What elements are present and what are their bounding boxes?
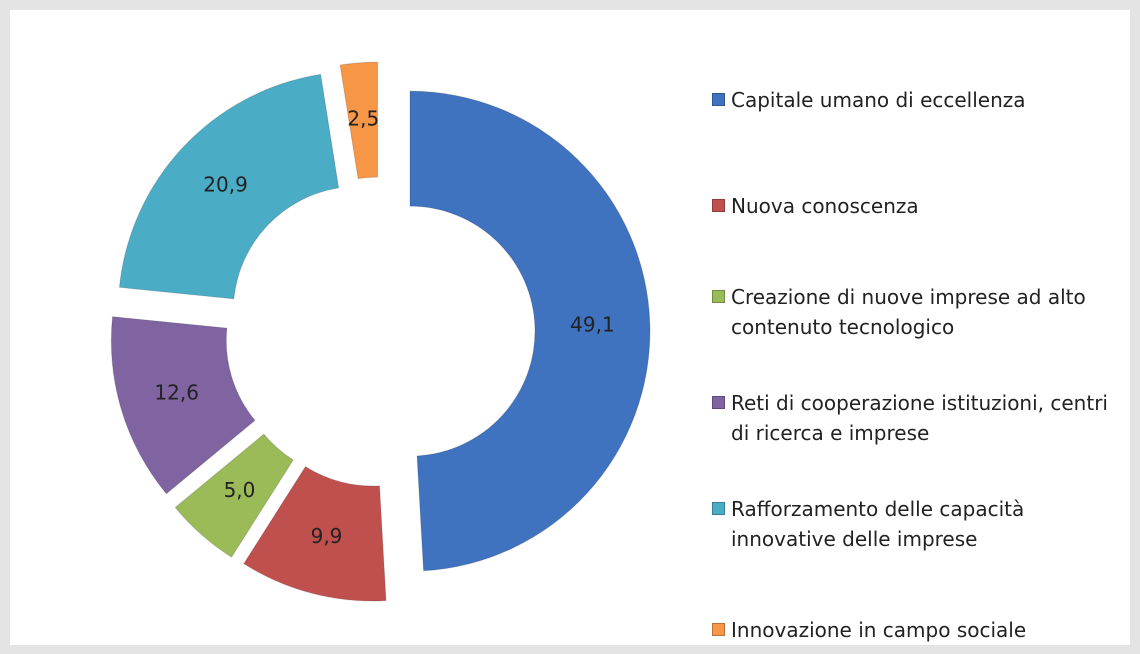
value-label: 20,9	[203, 173, 248, 197]
slice	[110, 316, 256, 495]
legend-item: Nuova conoscenza	[712, 191, 1132, 221]
legend-label: Rafforzamento delle capacità innovative …	[731, 497, 1025, 551]
slice	[243, 465, 387, 602]
legend-label: Innovazione in campo sociale	[731, 618, 1027, 642]
value-label: 2,5	[347, 107, 379, 131]
value-label: 5,0	[224, 478, 256, 502]
legend-swatch	[712, 396, 725, 409]
legend-swatch	[712, 93, 725, 106]
legend-swatch	[712, 502, 725, 515]
value-label: 49,1	[570, 312, 615, 336]
legend-item: Rafforzamento delle capacità innovative …	[712, 494, 1132, 554]
slice	[174, 433, 294, 558]
slice	[409, 90, 651, 572]
slice	[118, 73, 340, 300]
legend-item: Capitale umano di eccellenza	[712, 85, 1132, 115]
value-label: 12,6	[154, 380, 199, 404]
legend-item: Creazione di nuove imprese ad alto conte…	[712, 282, 1132, 342]
legend-label: Capitale umano di eccellenza	[731, 88, 1026, 112]
legend-swatch	[712, 623, 725, 636]
slice	[339, 61, 379, 180]
value-label: 9,9	[311, 524, 343, 548]
legend-swatch	[712, 199, 725, 212]
legend-item: Innovazione in campo sociale	[712, 615, 1132, 645]
legend-label: Nuova conoscenza	[731, 194, 919, 218]
legend-label: Reti di cooperazione istituzioni, centri…	[731, 391, 1108, 445]
legend-item: Reti di cooperazione istituzioni, centri…	[712, 388, 1132, 448]
legend-swatch	[712, 290, 725, 303]
legend-label: Creazione di nuove imprese ad alto conte…	[731, 285, 1086, 339]
